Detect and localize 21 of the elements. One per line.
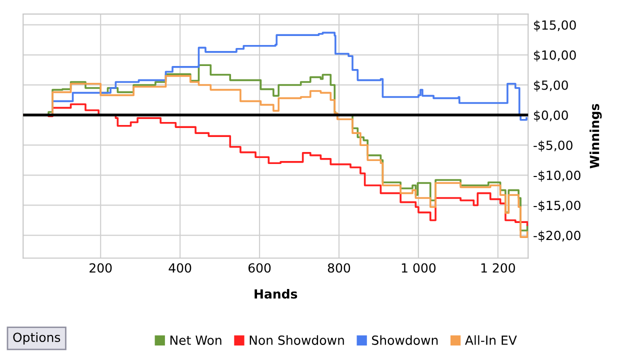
legend-label: Showdown xyxy=(372,335,438,345)
x-tick-label: 600 xyxy=(248,263,271,273)
legend-label: Non Showdown xyxy=(250,335,344,345)
y-tick-label: $15,00 xyxy=(534,20,576,32)
y-tick-label: $0,00 xyxy=(534,110,568,122)
y-tick-label: -$15,00 xyxy=(534,200,580,212)
y-tick-label: $5,00 xyxy=(534,80,568,92)
y-tick-label: -$5,00 xyxy=(534,140,572,152)
x-axis-title: Hands xyxy=(254,288,298,299)
x-tick-label: 1 200 xyxy=(481,263,515,273)
y-tick-label: -$10,00 xyxy=(534,170,580,182)
x-tick-label: 800 xyxy=(328,263,350,273)
x-tick-label: 1 000 xyxy=(402,263,436,273)
y-tick-label: -$20,00 xyxy=(534,230,580,242)
y-axis-title: Winnings xyxy=(590,104,602,168)
x-tick-label: 200 xyxy=(90,263,112,273)
y-tick-label: $10,00 xyxy=(534,50,576,62)
legend-label: All-In EV xyxy=(465,335,517,345)
x-tick-label: 400 xyxy=(168,263,192,273)
legend-label: Net Won xyxy=(170,336,222,345)
text: Options xyxy=(13,332,60,344)
